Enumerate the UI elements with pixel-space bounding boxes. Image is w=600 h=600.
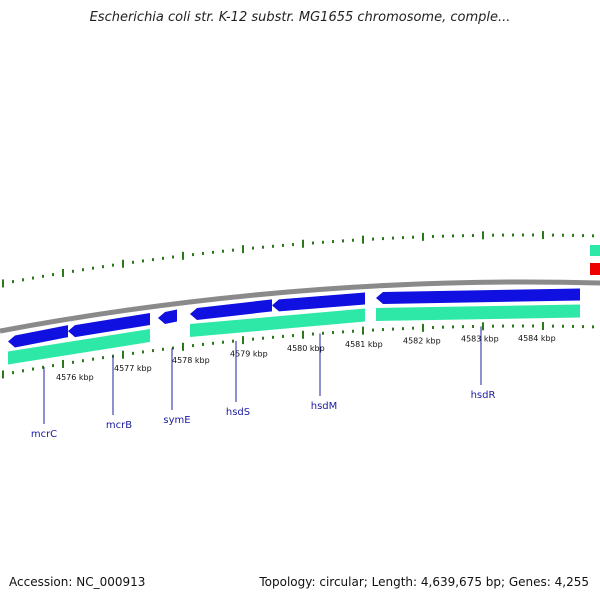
kbp-label: 4583 kbp [461,335,499,344]
kbp-label: 4582 kbp [403,337,441,346]
kbp-label: 4581 kbp [345,340,383,349]
gene-label[interactable]: hsdR [471,390,496,401]
chromosome-backbone [0,279,600,334]
gene-label[interactable]: symE [163,415,190,426]
kbp-label-track: 4576 kbp 4577 kbp 4578 kbp 4579 kbp 4580 kbp… [56,334,556,382]
edge-features [590,245,600,275]
kbp-label: 4578 kbp [172,356,210,365]
forward-gene [68,313,150,338]
kbp-label: 4576 kbp [56,373,94,382]
forward-gene [190,299,272,320]
outer-tick-track [2,231,594,288]
page-title: Escherichia coli str. K-12 substr. MG165… [89,10,511,25]
gene-label[interactable]: mcrB [106,420,132,431]
genome-stats: Topology: circular; Length: 4,639,675 bp… [259,575,589,589]
forward-gene [376,288,580,304]
inner-tick-track [2,322,594,379]
accession-label: Accession: NC_000913 [9,575,146,589]
kbp-label: 4579 kbp [230,349,268,358]
reverse-gene [8,329,150,365]
forward-gene [8,325,68,348]
gene-label[interactable]: hsdS [226,407,250,418]
gene-label[interactable]: hsdM [311,401,338,412]
gene-label-track[interactable]: mcrC mcrB symE hsdS hsdM hsdR [31,326,496,440]
edge-feature-red [590,263,600,275]
gene-track[interactable] [8,288,580,365]
edge-feature-green [590,245,600,256]
kbp-label: 4577 kbp [114,364,152,373]
kbp-label: 4584 kbp [518,334,556,343]
gene-label[interactable]: mcrC [31,429,57,440]
reverse-gene [376,304,580,321]
forward-gene [272,292,365,312]
reverse-gene [190,308,365,337]
kbp-label: 4580 kbp [287,344,325,353]
forward-gene [158,309,177,324]
